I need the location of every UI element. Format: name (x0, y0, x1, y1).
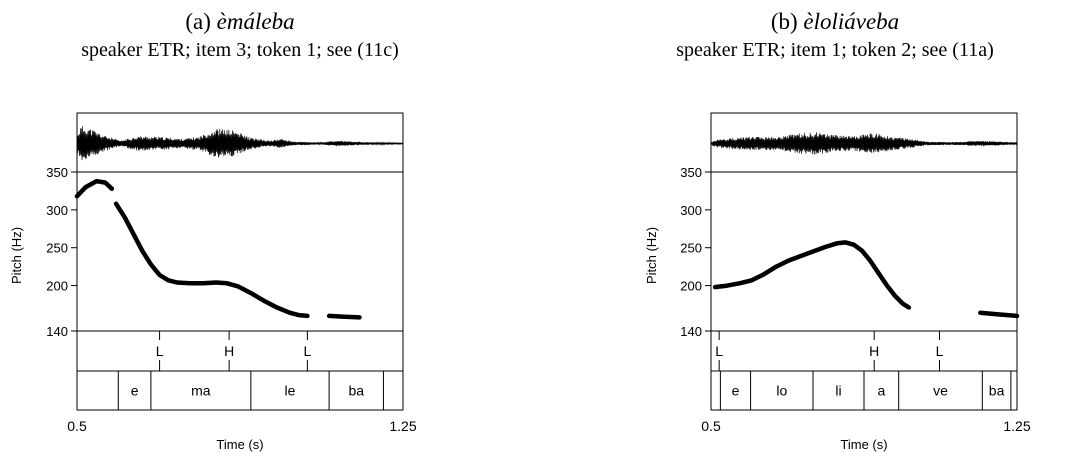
y-tick-label: 250 (680, 241, 702, 256)
panel-b-title-word: èloliáveba (803, 9, 899, 34)
tone-label: L (715, 343, 723, 359)
y-tick-label: 300 (680, 203, 702, 218)
tone-label: H (224, 343, 234, 359)
segment-label: e (131, 383, 139, 399)
segment-label: ba (348, 383, 364, 399)
waveform (710, 132, 1018, 155)
segment-label: ve (933, 383, 948, 399)
x-axis-label: Time (s) (840, 437, 887, 452)
pitch-contour (326, 313, 362, 320)
x-tick-label: 1.25 (389, 418, 416, 434)
segment-label: e (732, 383, 740, 399)
tone-label: L (936, 343, 944, 359)
x-tick-label: 1.25 (1003, 418, 1030, 434)
pitch-frame (76, 171, 404, 332)
y-tick-label: 200 (46, 279, 68, 294)
y-tick-label: 350 (46, 165, 68, 180)
segment-label: li (835, 383, 841, 399)
segment-label: a (877, 383, 885, 399)
y-tick-label: 350 (680, 165, 702, 180)
tone-tier-frame (710, 330, 1018, 372)
y-tick-label: 300 (46, 203, 68, 218)
panel-a: 350 300 250 200 140 Pitch (Hz) L H Le ma le ba 0.5 1.… (9, 112, 417, 452)
panel-b: 350 300 250 200 140 Pitch (Hz) L H Le lo li a ve ba 0.… (644, 112, 1031, 452)
y-tick-label: 200 (680, 279, 702, 294)
panel-a-title: (a) èmáleba (185, 9, 294, 34)
tone-tier-frame (76, 330, 404, 372)
pitch-contour (74, 178, 115, 199)
segment-label: le (285, 383, 296, 399)
tone-label: H (869, 343, 879, 359)
panel-a-subtitle: speaker ETR; item 3; token 1; see (11c) (81, 39, 399, 61)
y-tick-label: 140 (46, 324, 68, 339)
x-tick-label: 0.5 (67, 418, 87, 434)
waveform (76, 126, 404, 161)
tone-label: L (156, 343, 164, 359)
segment-label: ba (989, 383, 1005, 399)
segment-tier-frame (76, 370, 404, 411)
x-axis-label: Time (s) (216, 437, 263, 452)
pitch-contour (113, 201, 310, 319)
y-axis-label: Pitch (Hz) (9, 227, 24, 284)
panel-b-title-prefix: (b) (771, 9, 804, 34)
panel-b-title: (b) èloliáveba (771, 9, 899, 34)
panel-b-subtitle: speaker ETR; item 1; token 2; see (11a) (676, 39, 994, 61)
y-tick-label: 140 (680, 324, 702, 339)
y-axis-label: Pitch (Hz) (644, 227, 659, 284)
x-tick-label: 0.5 (701, 418, 721, 434)
segment-label: ma (191, 383, 211, 399)
pitch-contour (712, 240, 912, 310)
y-tick-label: 250 (46, 241, 68, 256)
segment-label: lo (776, 383, 787, 399)
panel-a-title-word: èmáleba (217, 9, 295, 34)
tone-label: L (303, 343, 311, 359)
panel-a-title-prefix: (a) (185, 9, 216, 34)
pitch-contour (978, 310, 1020, 319)
